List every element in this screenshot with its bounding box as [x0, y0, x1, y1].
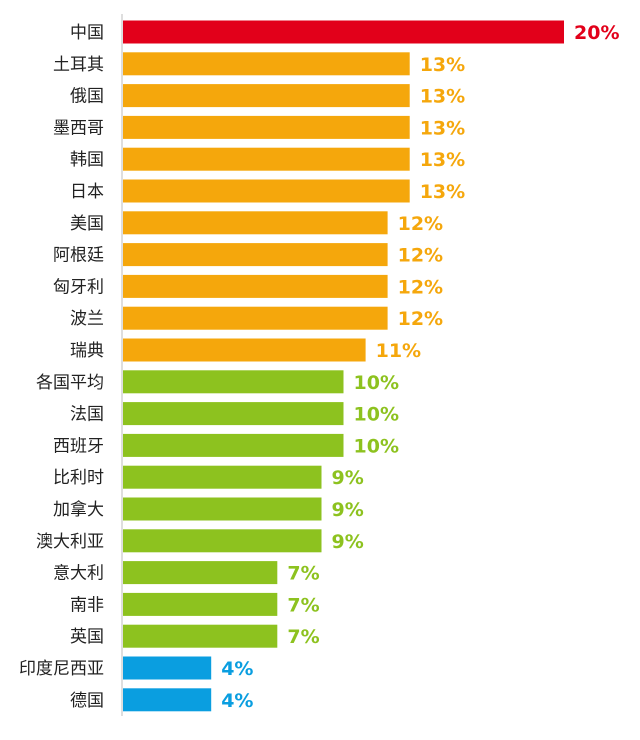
category-label: 德国	[70, 691, 104, 711]
category-labels-group: 中国土耳其俄国墨西哥韩国日本美国阿根廷匈牙利波兰瑞典各国平均法国西班牙比利时加拿…	[19, 23, 104, 711]
bar	[123, 656, 212, 680]
bar	[123, 179, 410, 203]
category-label: 澳大利亚	[36, 532, 104, 552]
value-labels-group: 20% 13% 13% 13% 13% 13% 12% 12% 12% 12% 11% 10% 10% 1…	[221, 22, 619, 712]
bar	[123, 52, 410, 76]
value-label: 7%	[287, 563, 319, 585]
category-label: 匈牙利	[53, 277, 104, 297]
value-label: 12%	[398, 276, 443, 298]
value-label: 13%	[420, 86, 465, 108]
value-label: 13%	[420, 54, 465, 76]
category-label: 加拿大	[53, 499, 104, 520]
category-label: 墨西哥	[53, 118, 104, 138]
category-label: 比利时	[53, 468, 104, 488]
category-label: 美国	[70, 214, 104, 234]
category-label: 英国	[70, 627, 104, 647]
bar	[123, 561, 278, 585]
value-label: 11%	[376, 340, 421, 362]
bar	[123, 370, 344, 394]
value-label: 10%	[354, 435, 399, 457]
value-label: 12%	[398, 308, 443, 330]
bar	[123, 84, 410, 108]
bar	[123, 592, 278, 616]
value-label: 13%	[420, 117, 465, 139]
bar	[123, 274, 388, 298]
value-label: 10%	[354, 372, 399, 394]
bar	[123, 243, 388, 267]
bar	[123, 688, 212, 712]
value-label: 9%	[332, 467, 364, 489]
category-label: 西班牙	[53, 436, 104, 456]
value-label: 9%	[332, 499, 364, 521]
bar	[123, 497, 322, 521]
category-label: 印度尼西亚	[19, 659, 104, 679]
value-label: 7%	[287, 626, 319, 648]
bar	[123, 20, 564, 44]
value-label: 4%	[221, 658, 253, 680]
value-label: 4%	[221, 690, 253, 712]
bar	[123, 306, 388, 330]
bars-group	[123, 20, 564, 712]
category-label: 日本	[70, 182, 104, 202]
category-label: 波兰	[70, 309, 104, 329]
category-label: 中国	[70, 23, 104, 43]
value-label: 7%	[287, 594, 319, 616]
bar	[123, 465, 322, 489]
value-label: 12%	[398, 245, 443, 267]
value-label: 13%	[420, 149, 465, 171]
category-label: 土耳其	[53, 55, 104, 75]
bar	[123, 147, 410, 171]
category-label: 法国	[70, 405, 104, 425]
bar	[123, 433, 344, 457]
bar	[123, 624, 278, 648]
bar	[123, 402, 344, 426]
category-label: 意大利	[53, 564, 104, 584]
bar	[123, 338, 366, 362]
category-label: 南非	[70, 595, 104, 615]
bar	[123, 211, 388, 235]
bar	[123, 529, 322, 553]
value-label: 9%	[332, 531, 364, 553]
bar	[123, 115, 410, 139]
category-label: 俄国	[70, 87, 104, 107]
value-label: 13%	[420, 181, 465, 203]
category-label: 瑞典	[70, 341, 104, 361]
category-label: 阿根廷	[53, 246, 104, 266]
value-label: 10%	[354, 404, 399, 426]
value-label: 20%	[574, 22, 619, 44]
value-label: 12%	[398, 213, 443, 235]
category-label: 韩国	[70, 150, 104, 170]
category-label: 各国平均	[36, 373, 104, 393]
